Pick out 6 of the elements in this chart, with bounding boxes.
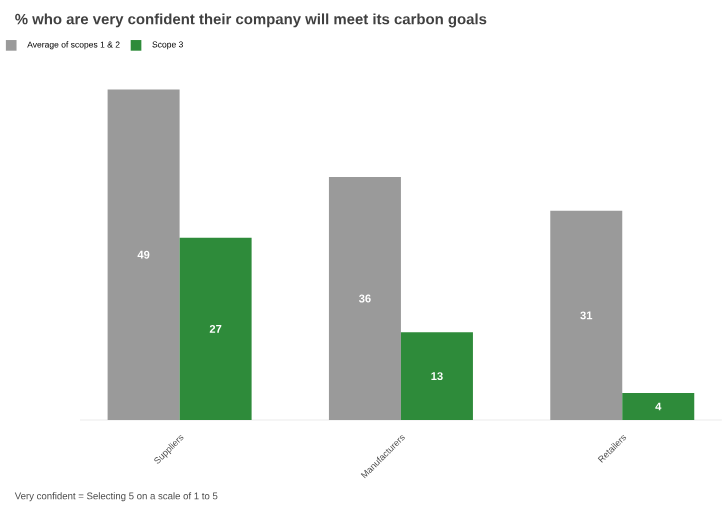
bar — [400, 332, 473, 420]
bar — [328, 177, 401, 420]
bar — [107, 89, 180, 420]
bar — [550, 210, 623, 420]
bar — [179, 237, 252, 420]
bar — [622, 392, 695, 420]
